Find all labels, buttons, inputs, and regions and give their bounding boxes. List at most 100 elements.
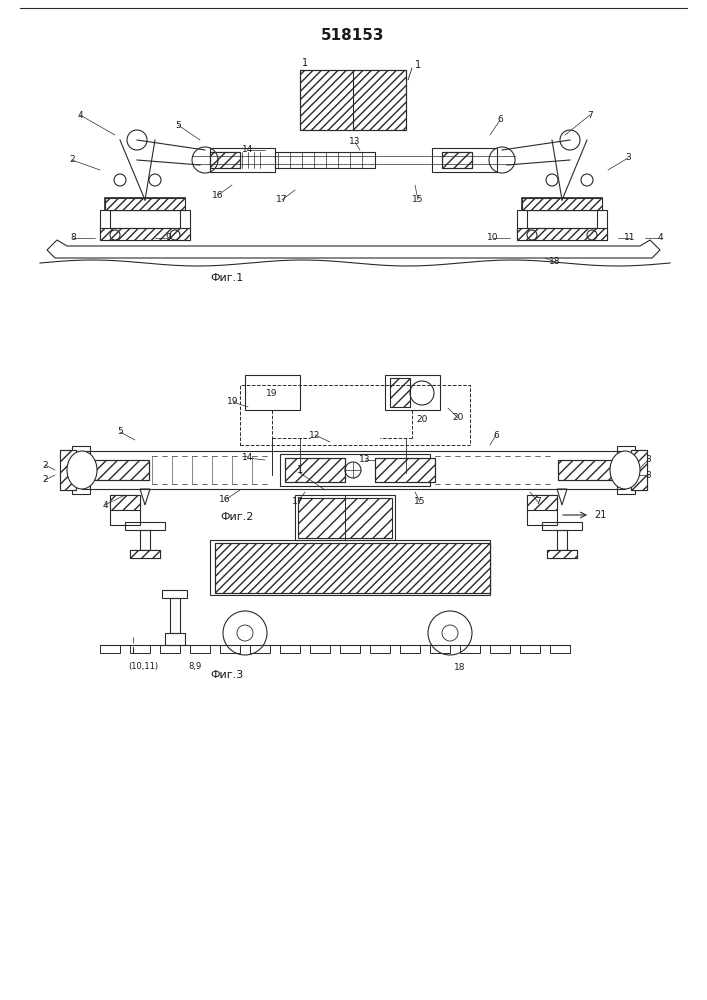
Bar <box>522 198 602 210</box>
Bar <box>631 450 647 490</box>
Bar <box>295 495 395 540</box>
Bar <box>190 645 210 653</box>
Text: Фиг.1: Фиг.1 <box>210 273 243 283</box>
Bar <box>310 645 330 653</box>
Bar <box>130 550 160 558</box>
Bar <box>210 148 275 172</box>
Text: 2: 2 <box>42 460 48 470</box>
Text: 1: 1 <box>297 465 303 475</box>
Text: 19: 19 <box>227 397 239 406</box>
Bar <box>162 590 187 598</box>
Text: Фиг.2: Фиг.2 <box>220 512 253 522</box>
Polygon shape <box>557 489 567 505</box>
Bar <box>220 645 240 653</box>
Bar <box>542 522 582 530</box>
Bar <box>215 543 490 593</box>
Bar <box>385 375 440 410</box>
Text: 11: 11 <box>624 233 636 242</box>
Bar <box>557 530 567 550</box>
Bar <box>300 70 406 130</box>
Bar <box>300 70 406 130</box>
Text: 18: 18 <box>549 257 561 266</box>
Text: 2: 2 <box>69 155 75 164</box>
Bar <box>100 228 190 240</box>
Polygon shape <box>140 489 150 505</box>
Text: 21: 21 <box>594 510 606 520</box>
Text: 7: 7 <box>587 110 593 119</box>
Bar <box>285 458 345 482</box>
Bar <box>100 645 120 653</box>
Ellipse shape <box>67 451 97 489</box>
Text: 3: 3 <box>645 471 651 480</box>
Bar <box>110 495 140 510</box>
Text: 6: 6 <box>493 430 499 440</box>
Bar <box>275 152 375 168</box>
Bar <box>490 645 510 653</box>
Bar <box>280 454 430 486</box>
Bar <box>460 645 480 653</box>
Text: 17: 17 <box>292 497 304 506</box>
Bar <box>165 633 185 645</box>
Bar <box>94 460 149 480</box>
Text: 7: 7 <box>535 497 541 506</box>
Bar <box>558 460 613 480</box>
Bar <box>210 152 240 168</box>
Bar <box>370 645 390 653</box>
Bar <box>130 645 150 653</box>
Polygon shape <box>47 240 660 258</box>
Bar <box>375 458 435 482</box>
Text: 14: 14 <box>243 145 254 154</box>
Bar <box>125 522 165 530</box>
Text: 4: 4 <box>103 500 107 510</box>
Bar <box>94 460 149 480</box>
Bar <box>210 540 490 595</box>
Bar <box>245 375 300 410</box>
Bar <box>100 210 190 240</box>
Bar <box>110 495 140 525</box>
Text: 5: 5 <box>117 428 123 436</box>
Text: 3: 3 <box>625 153 631 162</box>
Bar <box>140 530 150 550</box>
Text: 12: 12 <box>310 430 321 440</box>
Bar <box>547 550 577 558</box>
Text: 6: 6 <box>497 115 503 124</box>
Bar <box>105 198 185 210</box>
Bar <box>432 148 497 172</box>
Bar <box>527 495 557 525</box>
Text: 4: 4 <box>77 110 83 119</box>
Bar <box>82 451 625 489</box>
Bar <box>517 228 607 240</box>
Text: 16: 16 <box>219 495 230 504</box>
Bar <box>340 645 360 653</box>
Text: 18: 18 <box>455 662 466 672</box>
Text: 10: 10 <box>487 233 498 242</box>
Bar <box>617 446 635 494</box>
Bar <box>547 550 577 558</box>
Text: 20: 20 <box>416 416 428 424</box>
Text: 518153: 518153 <box>321 27 385 42</box>
Bar <box>442 152 472 168</box>
Text: 17: 17 <box>276 196 288 205</box>
Bar <box>550 645 570 653</box>
Bar <box>527 495 557 510</box>
Text: 15: 15 <box>412 196 423 205</box>
Bar <box>430 645 450 653</box>
Bar <box>517 210 607 240</box>
Text: 9: 9 <box>165 233 171 242</box>
Bar <box>522 198 602 210</box>
Text: 8,9: 8,9 <box>188 662 201 672</box>
Bar <box>110 210 180 228</box>
Bar <box>210 152 240 168</box>
Text: 15: 15 <box>414 497 426 506</box>
Text: (10,11): (10,11) <box>128 662 158 672</box>
Bar <box>250 645 270 653</box>
Bar <box>60 450 76 490</box>
Text: 13: 13 <box>359 456 370 464</box>
Bar <box>160 645 180 653</box>
Text: 5: 5 <box>175 120 181 129</box>
Text: 3: 3 <box>645 456 651 464</box>
Text: 2: 2 <box>42 476 48 485</box>
Text: 14: 14 <box>243 454 254 462</box>
Ellipse shape <box>610 451 640 489</box>
Text: 8: 8 <box>70 233 76 242</box>
